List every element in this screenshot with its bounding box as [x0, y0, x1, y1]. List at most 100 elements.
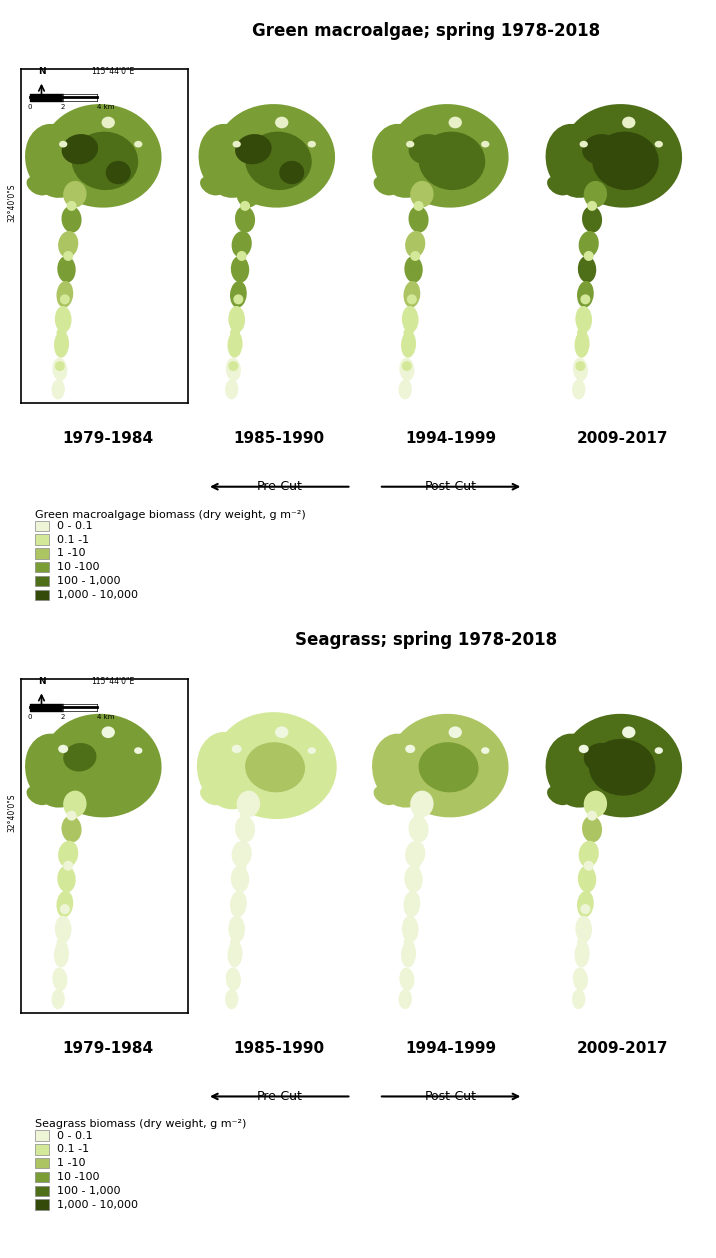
Ellipse shape	[562, 104, 682, 208]
Ellipse shape	[405, 745, 415, 754]
Ellipse shape	[233, 141, 241, 147]
Ellipse shape	[230, 281, 247, 308]
Ellipse shape	[52, 380, 65, 400]
Ellipse shape	[235, 815, 255, 843]
Ellipse shape	[225, 380, 238, 400]
Ellipse shape	[399, 989, 412, 1009]
Text: 1979-1984: 1979-1984	[62, 431, 153, 447]
Ellipse shape	[54, 941, 69, 967]
Ellipse shape	[582, 206, 602, 233]
Ellipse shape	[237, 181, 260, 208]
Ellipse shape	[63, 790, 87, 818]
Ellipse shape	[404, 891, 420, 917]
Circle shape	[584, 860, 594, 871]
Text: 10 -100: 10 -100	[57, 1172, 100, 1183]
Circle shape	[57, 327, 67, 337]
Ellipse shape	[399, 380, 412, 400]
Ellipse shape	[279, 161, 304, 184]
Ellipse shape	[547, 786, 571, 805]
Ellipse shape	[405, 255, 422, 283]
Ellipse shape	[404, 281, 420, 308]
Ellipse shape	[57, 281, 73, 308]
Ellipse shape	[453, 161, 478, 184]
Ellipse shape	[226, 357, 241, 381]
Ellipse shape	[231, 255, 249, 283]
Ellipse shape	[237, 790, 260, 818]
Text: 2009-2017: 2009-2017	[577, 431, 669, 447]
Circle shape	[230, 327, 240, 337]
Circle shape	[577, 937, 587, 947]
Ellipse shape	[405, 231, 425, 258]
Ellipse shape	[63, 743, 97, 771]
Ellipse shape	[106, 161, 131, 184]
Text: 115°44'0"E: 115°44'0"E	[92, 677, 135, 686]
Bar	[35, 1157, 49, 1169]
Ellipse shape	[579, 840, 599, 867]
Text: 0 - 0.1: 0 - 0.1	[57, 1131, 93, 1141]
Ellipse shape	[57, 891, 73, 917]
Ellipse shape	[275, 117, 289, 128]
Circle shape	[63, 860, 73, 871]
Circle shape	[577, 327, 587, 337]
Bar	[35, 1185, 49, 1196]
Ellipse shape	[577, 281, 594, 308]
Text: 4 km: 4 km	[97, 104, 114, 111]
Ellipse shape	[232, 745, 242, 754]
Ellipse shape	[274, 114, 324, 157]
Ellipse shape	[63, 181, 87, 208]
Ellipse shape	[572, 380, 586, 400]
Text: 2009-2017: 2009-2017	[577, 1040, 669, 1055]
Circle shape	[67, 201, 77, 211]
Ellipse shape	[592, 132, 659, 190]
Ellipse shape	[275, 726, 289, 738]
Ellipse shape	[547, 176, 571, 195]
Bar	[35, 535, 49, 545]
Circle shape	[402, 971, 412, 981]
Text: 100 - 1,000: 100 - 1,000	[57, 576, 121, 586]
Circle shape	[67, 810, 77, 820]
Text: Pre-Cut: Pre-Cut	[256, 481, 302, 493]
Ellipse shape	[62, 135, 98, 165]
Circle shape	[587, 201, 597, 211]
Ellipse shape	[574, 941, 589, 967]
Ellipse shape	[62, 206, 82, 233]
Ellipse shape	[546, 733, 605, 808]
Circle shape	[410, 860, 420, 871]
Text: 1985-1990: 1985-1990	[233, 431, 325, 447]
Ellipse shape	[589, 738, 655, 795]
Ellipse shape	[134, 747, 142, 754]
Text: 32°40'0"S: 32°40'0"S	[7, 793, 16, 832]
Text: 2: 2	[61, 104, 65, 111]
Text: 4 km: 4 km	[97, 713, 114, 720]
Ellipse shape	[372, 733, 432, 808]
Ellipse shape	[225, 989, 238, 1009]
Ellipse shape	[308, 141, 316, 147]
Circle shape	[587, 810, 597, 820]
Ellipse shape	[54, 331, 69, 357]
Ellipse shape	[245, 132, 311, 190]
Ellipse shape	[374, 176, 397, 195]
Ellipse shape	[400, 357, 415, 381]
Circle shape	[576, 971, 586, 981]
Ellipse shape	[622, 117, 635, 128]
Ellipse shape	[576, 916, 592, 942]
Text: N: N	[38, 67, 45, 75]
Ellipse shape	[410, 181, 434, 208]
Ellipse shape	[401, 941, 416, 967]
Circle shape	[407, 294, 417, 304]
Ellipse shape	[42, 713, 162, 818]
Ellipse shape	[231, 866, 249, 892]
Ellipse shape	[402, 916, 419, 942]
Ellipse shape	[447, 725, 497, 766]
Text: 1985-1990: 1985-1990	[233, 1040, 325, 1055]
Bar	[35, 1199, 49, 1210]
Ellipse shape	[584, 743, 617, 771]
Circle shape	[240, 810, 250, 820]
Ellipse shape	[100, 114, 150, 157]
Ellipse shape	[226, 967, 241, 991]
Text: Green macroalgage biomass (dry weight, g m⁻²): Green macroalgage biomass (dry weight, g…	[35, 509, 306, 520]
Ellipse shape	[62, 815, 82, 843]
Ellipse shape	[626, 161, 652, 184]
Ellipse shape	[228, 306, 245, 332]
Circle shape	[240, 201, 250, 211]
